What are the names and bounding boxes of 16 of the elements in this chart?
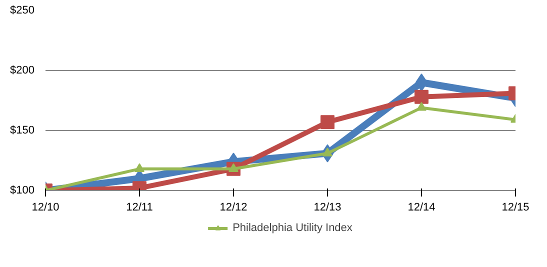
point	[415, 74, 428, 92]
y-tick-label: $200	[10, 64, 35, 76]
y-tick-label: $250	[10, 4, 35, 16]
x-tick-label: 12/13	[314, 202, 342, 214]
x-tick-label: 12/15	[502, 202, 530, 214]
x-tick-label: 12/10	[32, 202, 60, 214]
x-tick-label: 12/11	[126, 202, 153, 214]
point	[134, 163, 144, 172]
point	[416, 102, 426, 111]
point	[414, 90, 428, 104]
y-tick-label: $150	[10, 124, 35, 136]
legend-label: Philadelphia Utility Index	[232, 222, 352, 234]
x-tick-label: 12/14	[408, 202, 436, 214]
y-tick-label: $100	[10, 184, 35, 196]
point	[320, 115, 334, 130]
x-tick-label: 12/12	[220, 202, 248, 214]
